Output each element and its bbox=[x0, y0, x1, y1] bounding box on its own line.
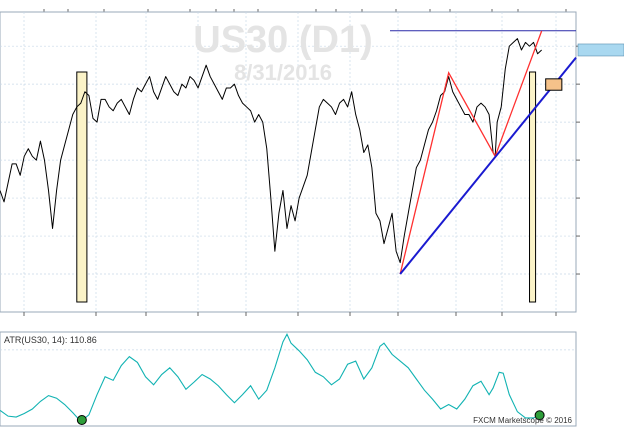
analysis-overlay bbox=[390, 30, 577, 275]
chart-title: US30 (D1) bbox=[193, 19, 373, 61]
price-line bbox=[0, 38, 542, 264]
top-axis-strip bbox=[0, 0, 576, 12]
highlight-box bbox=[76, 71, 88, 303]
zigzag-line bbox=[399, 30, 543, 275]
atr-series bbox=[0, 332, 545, 425]
atr-marker bbox=[534, 410, 545, 421]
price-grid bbox=[0, 12, 576, 312]
watermark-text: FXCM Marketscope © 2016 bbox=[473, 416, 572, 425]
highlight-box bbox=[529, 71, 537, 303]
chart-subtitle: 8/31/2016 bbox=[234, 60, 332, 85]
price-y-axis bbox=[576, 43, 624, 275]
current-price-box bbox=[577, 43, 624, 57]
atr-marker bbox=[76, 415, 87, 425]
highlight-zones bbox=[76, 71, 537, 303]
atr-title: ATR(US30, 14): 110.86 bbox=[4, 335, 97, 345]
atr-line bbox=[0, 332, 542, 423]
trendline bbox=[399, 56, 577, 275]
price-panel: US30 (D1) 8/31/2016 bbox=[0, 11, 577, 313]
atr-panel: ATR(US30, 14): 110.86 FXCM Marketscope ©… bbox=[0, 331, 577, 427]
price-zone-box bbox=[545, 78, 563, 91]
atr-panel-frame bbox=[0, 331, 577, 427]
date-axis bbox=[23, 312, 557, 316]
price-series bbox=[0, 38, 542, 264]
